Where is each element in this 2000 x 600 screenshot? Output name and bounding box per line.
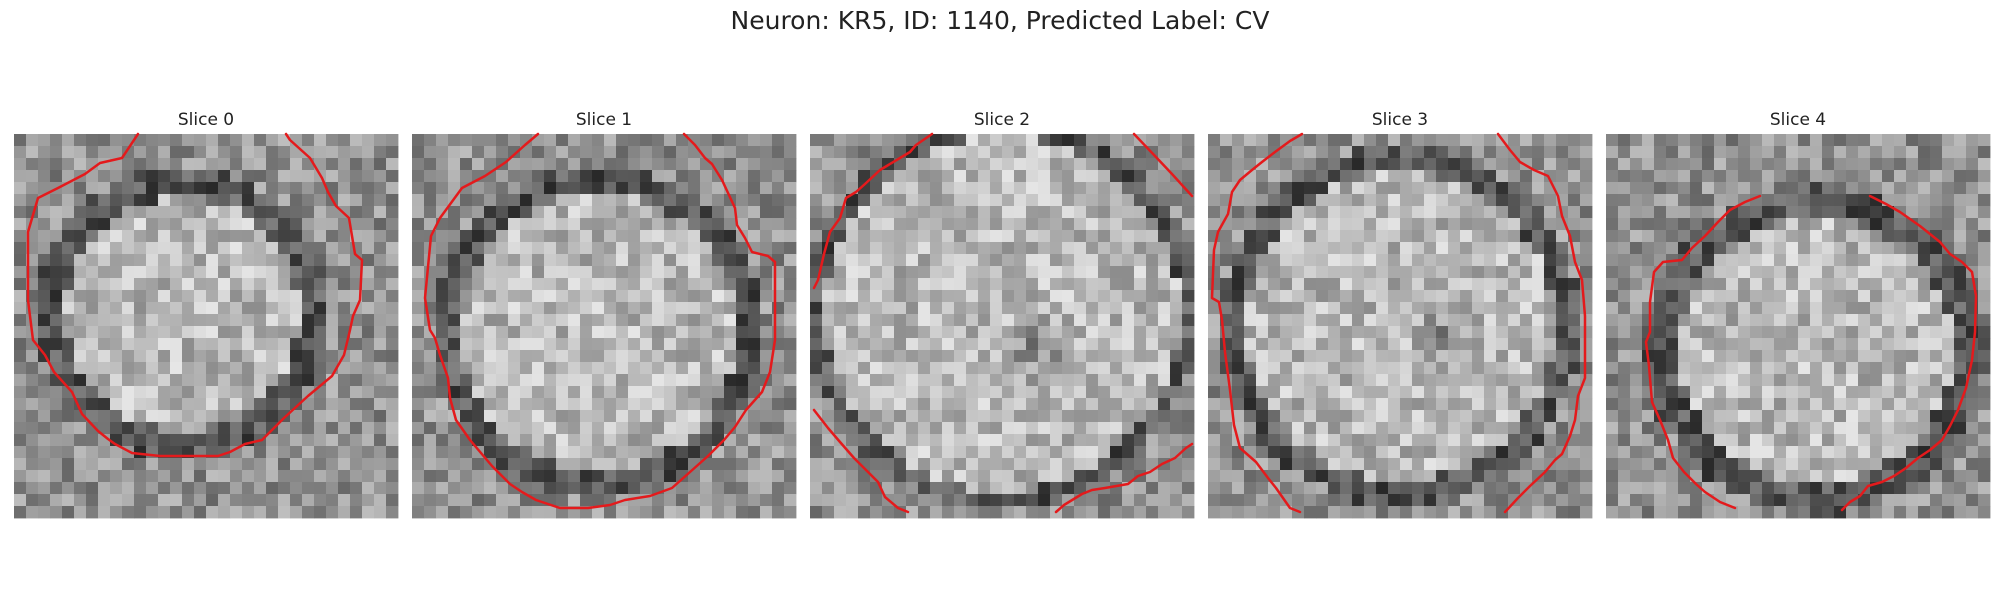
contour-slice-4-segment-0	[1644, 194, 1762, 510]
panel-title-slice-3: Slice 3	[1371, 110, 1429, 130]
panel-title-slice-1: Slice 1	[575, 110, 633, 130]
contour-slice-3-segment-1	[1496, 132, 1587, 514]
image-panel-slice-1	[412, 134, 797, 519]
panel-title-slice-4: Slice 4	[1769, 110, 1827, 130]
contour-slice-4-segment-1	[1840, 194, 1978, 512]
figure-suptitle: Neuron: KR5, ID: 1140, Predicted Label: …	[730, 6, 1270, 35]
contour-slice-3-segment-0	[1210, 132, 1304, 514]
panels-root	[14, 132, 1991, 519]
panel-title-slice-0: Slice 0	[177, 110, 235, 130]
contour-slice-1-segment-0	[423, 132, 777, 510]
image-panel-slice-4	[1606, 134, 1991, 519]
contour-slice-2-segment-1	[1132, 132, 1194, 198]
contour-slice-0-segment-0	[26, 132, 364, 458]
image-panel-slice-3	[1208, 134, 1593, 519]
contour-slice-2-segment-3	[1054, 442, 1194, 514]
image-panel-slice-0	[14, 134, 399, 519]
contour-slice-2-segment-2	[812, 408, 910, 514]
contour-slice-2-segment-0	[812, 132, 934, 290]
panel-title-slice-2: Slice 2	[973, 110, 1031, 130]
image-panel-slice-2	[810, 134, 1195, 519]
